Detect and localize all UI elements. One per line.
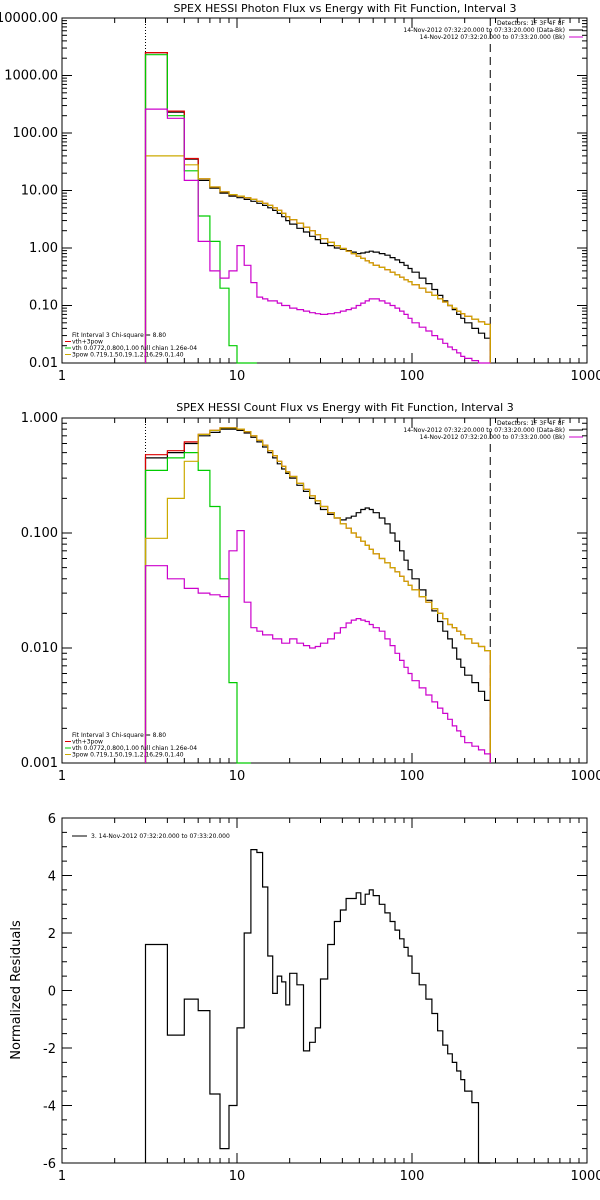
photon-flux-x-tick-label: 100 [400,369,425,384]
count-flux-panel: SPEX HESSI Count Flux vs Energy with Fit… [21,401,600,784]
count-flux-axes: 1 10 100 1000 0.001 0.010 0.100 1.000 [21,411,600,784]
count-flux-frame [61,417,588,764]
count-flux-series-3pow [144,427,491,763]
photon-flux-y-tick-label: 10.00 [21,184,58,199]
residuals-x-tick-label: 10 [229,1169,246,1184]
residuals-panel: Normalized Residuals 1 10 100 1000 -6 -4 -2 0 2 4… [9,812,600,1184]
residuals-y-tick-label: 2 [48,927,56,942]
count-flux-x-tick-label: 100 [400,769,425,784]
photon-flux-x-tick-label: 10 [229,369,246,384]
photon-flux-panel: SPEX HESSI Photon Flux vs Energy with Fi… [0,2,600,384]
residuals-x-tick-label: 100 [400,1169,425,1184]
photon-flux-y-tick-label: 0.01 [29,356,58,371]
count-flux-legend-entry: vth 0.0772,0.800,1.00 full chian 1.26e-0… [72,745,197,752]
residuals-legend: 3. 14-Nov-2012 07:32:20.000 to 07:33:20.… [72,833,230,840]
photon-flux-series-vth-3pow [144,52,491,363]
count-flux-series-bk [144,530,491,763]
photon-flux-title: SPEX HESSI Photon Flux vs Energy with Fi… [173,2,516,15]
residuals-x-tick-label: 1 [58,1169,66,1184]
photon-flux-legend-entry: Fit Interval 3 Chi-square = 8.80 [72,332,166,339]
photon-flux-y-tick-label: 1.00 [29,241,58,256]
photon-flux-series-data-bk [144,52,491,363]
count-flux-x-tick-label: 1 [58,769,66,784]
count-flux-legend-entry: Fit Interval 3 Chi-square = 8.80 [72,732,166,739]
photon-flux-legend-entry: 14-Nov-2012 07:32:20.000 to 07:33:20.000… [403,27,565,34]
count-flux-x-tick-label: 1000 [570,769,600,784]
photon-flux-series-3pow [144,155,491,363]
photon-flux-legend-entry: vth+3pow [72,339,103,346]
photon-flux-y-tick-label: 100.00 [13,126,59,141]
photon-flux-legend-entry: 14-Nov-2012 07:32:20.000 to 07:33:20.000… [420,34,565,41]
count-flux-legend-entry: Detectors: 1F 3F 4F 8F [497,420,566,427]
photon-flux-frame [61,17,588,364]
residuals-y-tick-label: 6 [48,812,56,827]
count-flux-legend-entry: vth+3pow [72,739,103,746]
residuals-axes: 1 10 100 1000 -6 -4 -2 0 2 4 6 [43,812,600,1184]
photon-flux-legend-entry: 3pow 0.719,1.50,19.1,2.16,29.0,1.40 [72,352,184,359]
count-flux-series-data-bk [144,428,491,763]
residuals-y-tick-label: 4 [48,870,56,885]
photon-flux-legend-entry: Detectors: 1F 3F 4F 8F [497,20,566,27]
count-flux-legend-entry: 3pow 0.719,1.50,19.1,2.16,29.0,1.40 [72,752,184,759]
residuals-x-tick-label: 1000 [570,1169,600,1184]
photon-flux-series-vth [144,54,257,364]
count-flux-y-tick-label: 0.010 [21,641,58,656]
count-flux-x-tick-label: 10 [229,769,246,784]
count-flux-legend-entry: 14-Nov-2012 07:32:20.000 to 07:33:20.000… [420,434,565,441]
count-flux-series-vth [144,452,251,764]
photon-flux-x-tick-label: 1 [58,369,66,384]
residuals-y-tick-label: 0 [48,985,56,1000]
count-flux-legend-entry: 14-Nov-2012 07:32:20.000 to 07:33:20.000… [403,427,565,434]
residuals-y-tick-label: -6 [43,1157,56,1172]
count-flux-series [144,418,491,764]
photon-flux-y-tick-label: 1000.00 [4,69,58,84]
residuals-series [144,849,491,1164]
photon-flux-axes: 1 10 100 1000 0.01 0.10 1.00 10.00 100.00 1000.00… [0,11,600,384]
count-flux-series-vth-3pow [144,427,491,763]
residuals-y-axis-label: Normalized Residuals [9,920,24,1060]
photon-flux-series-bk [144,108,491,364]
count-flux-y-tick-label: 1.000 [21,411,58,426]
photon-flux-y-tick-label: 0.10 [29,299,58,314]
photon-flux-series [144,18,491,364]
residuals-y-tick-label: -2 [43,1042,56,1057]
count-flux-title: SPEX HESSI Count Flux vs Energy with Fit… [176,401,513,414]
photon-flux-legend-entry: vth 0.0772,0.800,1.00 full chian 1.26e-0… [72,345,197,352]
count-flux-y-tick-label: 0.100 [21,526,58,541]
residuals-legend-entry: 3. 14-Nov-2012 07:32:20.000 to 07:33:20.… [91,833,230,840]
residuals-series-residual [144,849,491,1164]
photon-flux-y-tick-label: 10000.00 [0,11,58,26]
residuals-y-tick-label: -4 [43,1100,56,1115]
residuals-frame [61,817,588,1164]
count-flux-y-tick-label: 0.001 [21,756,58,771]
photon-flux-x-tick-label: 1000 [570,369,600,384]
